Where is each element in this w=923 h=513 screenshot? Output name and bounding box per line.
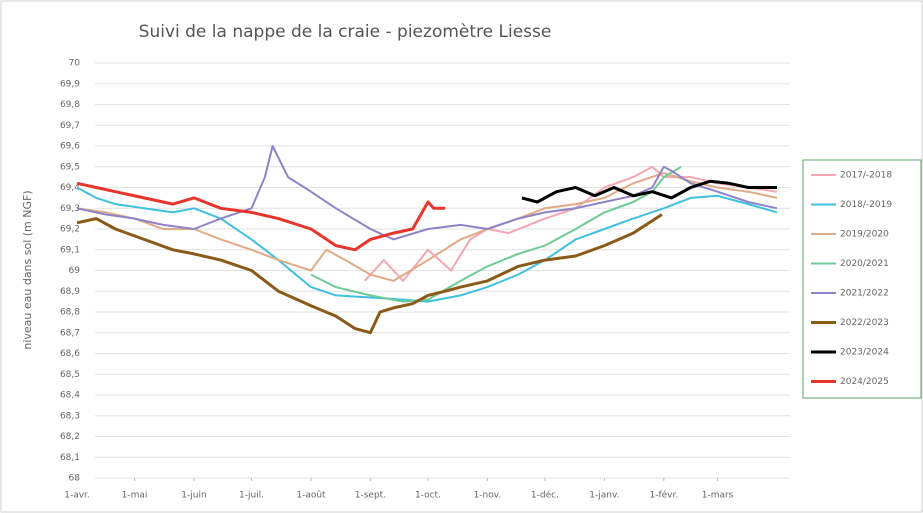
- series-line: [76, 145, 778, 241]
- y-tick-label: 68,8: [60, 308, 80, 318]
- legend-label: 2019/2020: [840, 230, 889, 240]
- y-tick-label: 68,9: [60, 287, 80, 297]
- y-tick-label: 68,3: [60, 411, 80, 421]
- series-line: [363, 165, 778, 282]
- x-tick-label: 1-juin: [181, 491, 206, 501]
- x-tick-label: 1-oct.: [415, 491, 441, 501]
- y-tick-label: 68,1: [60, 453, 80, 463]
- legend-label: 2017/-2018: [840, 171, 892, 181]
- y-tick-label: 69,1: [60, 245, 80, 255]
- legend-label: 2018/-2019: [840, 200, 892, 210]
- y-tick-label: 69,7: [60, 121, 80, 131]
- x-tick-label: 1-mars: [702, 491, 734, 501]
- series-line: [310, 165, 682, 303]
- y-tick-label: 69,8: [60, 100, 80, 110]
- y-axis-label: niveau eau dans sol (m NGF): [21, 190, 34, 349]
- x-tick-label: 1-avr.: [64, 491, 90, 501]
- x-tick-label: 1-juil.: [239, 491, 264, 501]
- y-tick-label: 69,4: [60, 183, 80, 193]
- y-tick-label: 69: [69, 266, 81, 276]
- x-tick-label: 1-mai: [122, 491, 148, 501]
- y-tick-label: 68,4: [60, 391, 80, 401]
- y-tick-label: 68,5: [60, 370, 80, 380]
- x-tick-label: 1-janv.: [589, 491, 619, 501]
- y-tick-label: 69,5: [60, 162, 80, 172]
- legend-box: [802, 159, 922, 399]
- y-tick-label: 68,2: [60, 432, 80, 442]
- y-tick-label: 68: [69, 474, 81, 484]
- series-line: [76, 213, 663, 335]
- y-tick-label: 68,6: [60, 349, 80, 359]
- legend-label: 2020/2021: [840, 259, 889, 269]
- legend-label: 2022/2023: [840, 318, 889, 328]
- legend-label: 2024/2025: [840, 377, 889, 387]
- x-tick-label: 1-déc.: [531, 490, 559, 501]
- y-tick-label: 69,9: [60, 79, 80, 89]
- x-tick-label: 1-août: [296, 491, 326, 501]
- x-tick-label: 1-sept.: [355, 491, 386, 501]
- y-tick-label: 69,3: [60, 204, 80, 214]
- y-tick-label: 69,6: [60, 142, 80, 152]
- x-tick-label: 1-nov.: [474, 491, 502, 501]
- series-line: [521, 179, 777, 204]
- y-tick-label: 69,2: [60, 225, 80, 235]
- series-line: [76, 181, 446, 252]
- legend-label: 2021/2022: [840, 289, 889, 299]
- legend-label: 2023/2024: [840, 348, 889, 358]
- x-tick-label: 1-févr.: [649, 490, 678, 501]
- y-tick-label: 70: [69, 59, 81, 69]
- y-tick-label: 68,7: [60, 328, 80, 338]
- chart-title: Suivi de la nappe de la craie - piezomèt…: [139, 22, 552, 42]
